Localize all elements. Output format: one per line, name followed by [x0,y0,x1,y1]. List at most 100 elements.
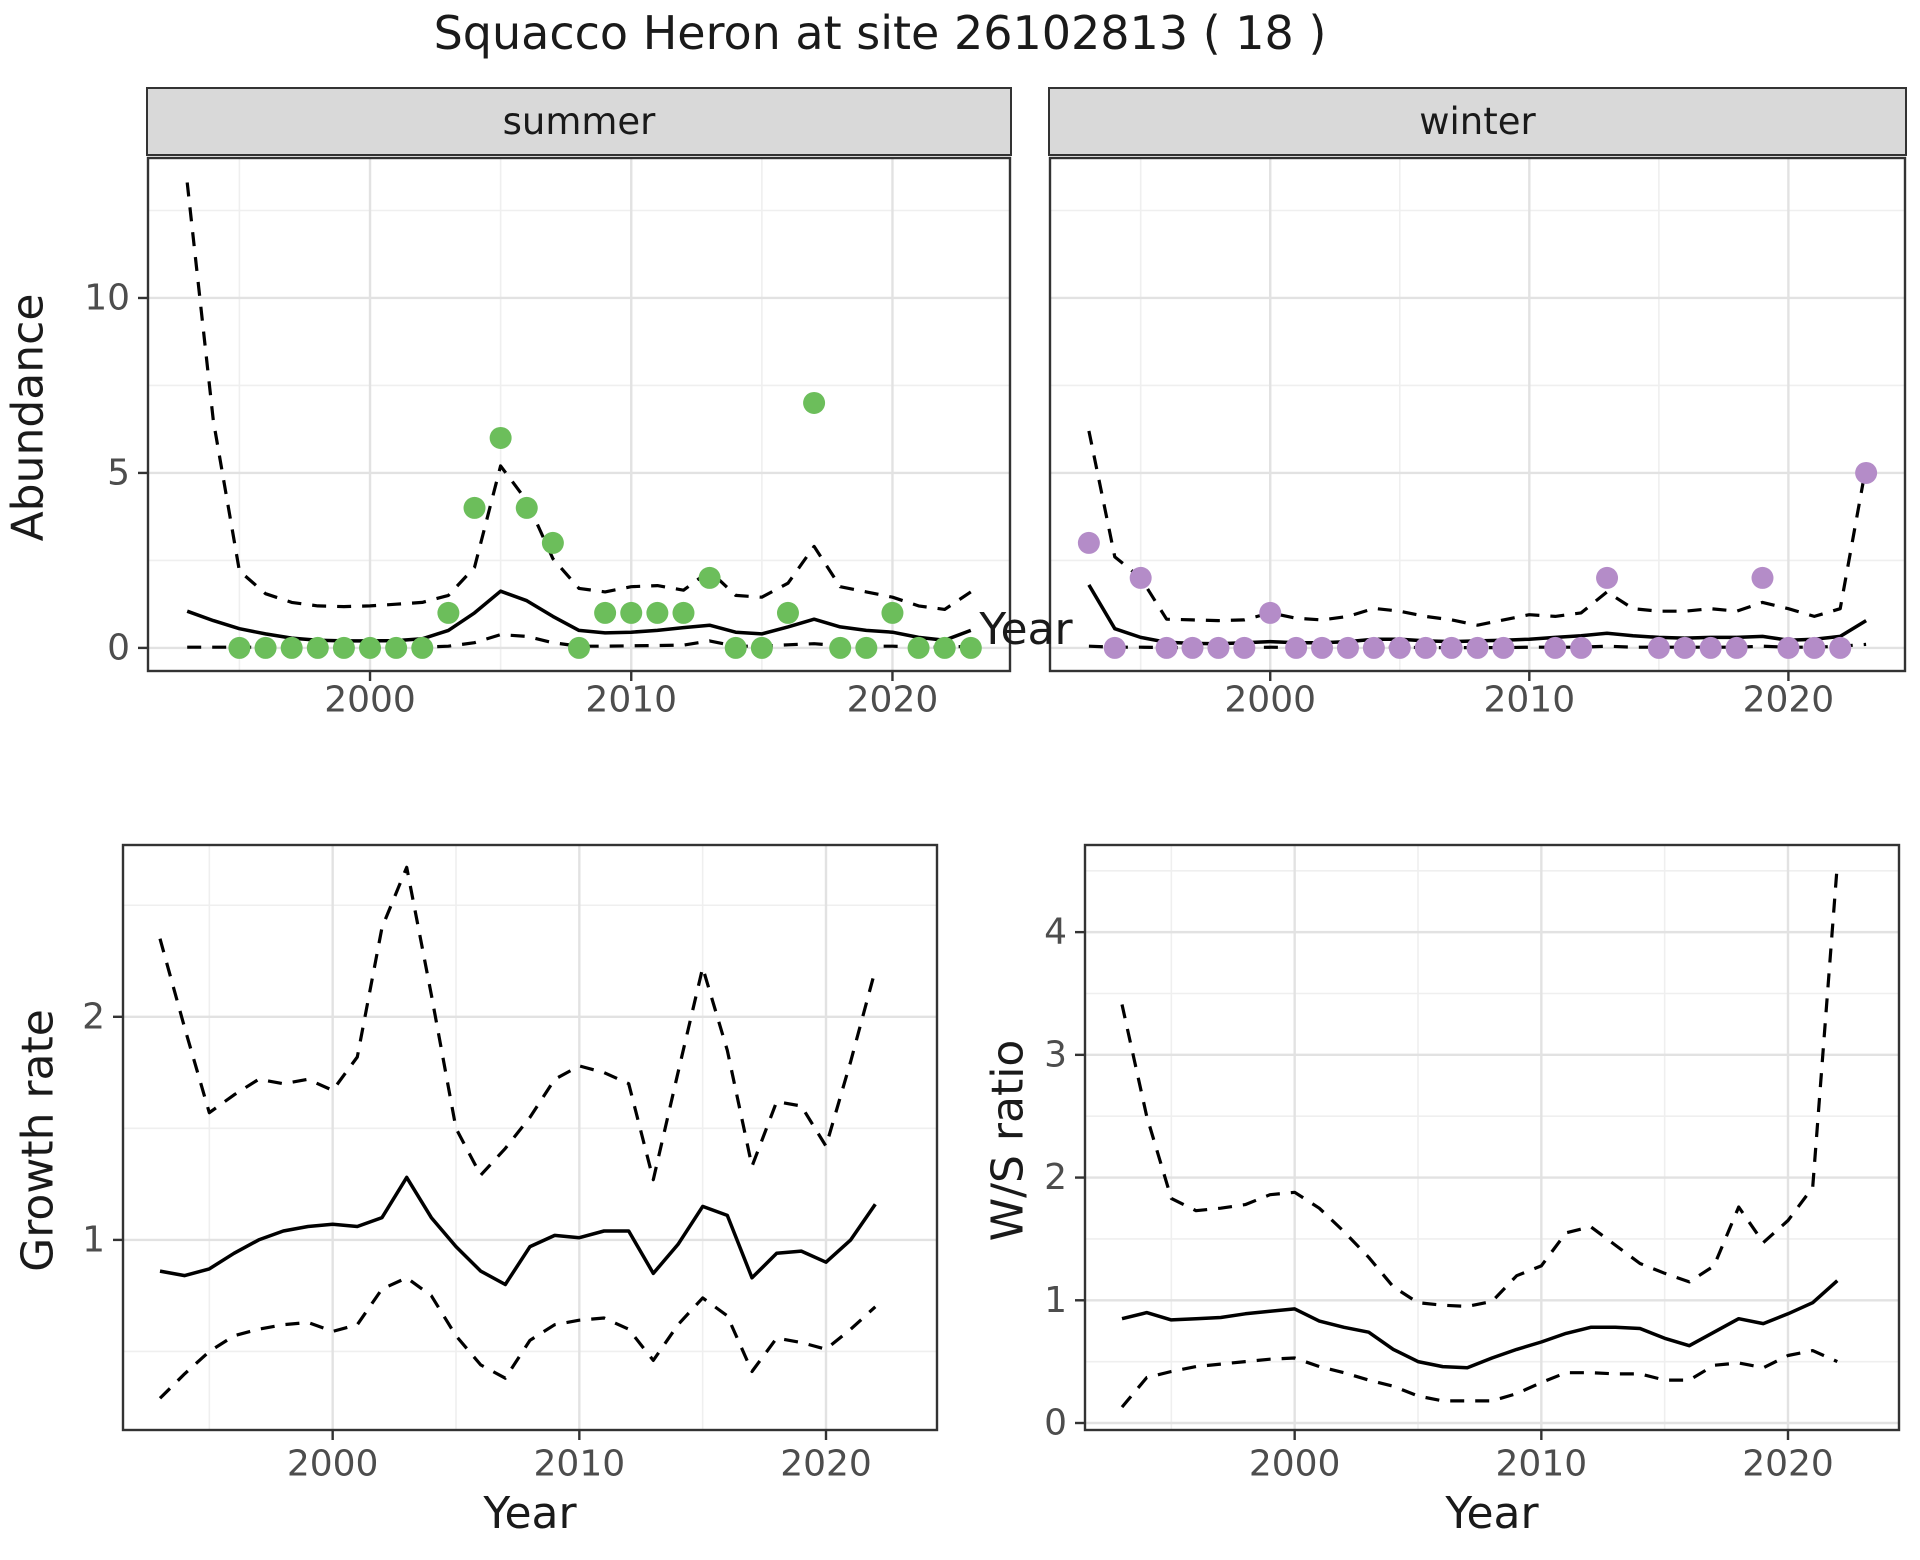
facet-strip-winter-label: winter [1419,100,1536,143]
data-point-abundance_summer [620,601,643,624]
chart-title: Squacco Heron at site 26102813 ( 18 ) [433,6,1327,60]
data-point-abundance_winter [1803,636,1826,659]
y-tick-label: 10 [84,277,130,318]
y-tick-label: 5 [107,452,130,493]
y-tick-label: 2 [1044,1157,1067,1198]
x-tick-label: 2000 [1224,680,1316,721]
x-tick-label: 2010 [534,1444,626,1485]
data-point-abundance_winter [1077,531,1100,554]
data-point-abundance_winter [1129,566,1152,589]
upper_ci-line-abundance_winter [1087,430,1868,627]
data-point-abundance_summer [881,601,904,624]
x-tick-label: 2010 [1484,680,1576,721]
y-tick-label: 1 [82,1219,105,1260]
data-point-abundance_summer [489,426,512,449]
data-point-abundance_winter [1570,636,1593,659]
y-axis-title-abundance: Abundance [2,293,54,542]
y-tick-label: 4 [1044,912,1067,953]
data-point-abundance_summer [672,601,695,624]
lower_ci-line-ws_ratio [1120,1348,1838,1409]
data-point-abundance_summer [280,636,303,659]
data-point-abundance_summer [855,636,878,659]
data-point-abundance_summer [541,531,564,554]
data-point-abundance_summer [907,636,930,659]
data-point-abundance_summer [228,636,251,659]
data-point-abundance_summer [385,636,408,659]
data-point-abundance_winter [1336,636,1359,659]
panel-border-ws_ratio [1083,843,1901,1432]
lower_ci-line-growth_rate [158,1276,877,1400]
data-point-abundance_summer [724,636,747,659]
data-point-abundance_summer [959,636,982,659]
data-point-abundance_winter [1233,636,1256,659]
x-tick-label: 2020 [847,680,939,721]
data-point-abundance_winter [1181,636,1204,659]
data-point-abundance_winter [1311,636,1334,659]
data-point-abundance_summer [359,636,382,659]
facet-strip-summer: summer [146,87,1012,156]
data-point-abundance_winter [1103,636,1126,659]
x-tick-label: 2020 [1743,680,1835,721]
data-point-abundance_summer [698,566,721,589]
data-point-abundance_summer [332,636,355,659]
y-axis-title-ws-ratio: W/S ratio [982,1039,1034,1242]
data-point-abundance_winter [1388,636,1411,659]
data-point-abundance_summer [750,636,773,659]
y-axis-title-growth-rate: Growth rate [12,1009,64,1272]
facet-strip-winter: winter [1048,87,1907,156]
data-point-abundance_winter [1362,636,1385,659]
data-point-abundance_summer [254,636,277,659]
data-point-abundance_summer [463,496,486,519]
x-tick-label: 2000 [324,680,416,721]
panel-border-abundance_winter [1048,156,1907,673]
panel-border-growth_rate [121,843,939,1432]
y-tick-label: 1 [1044,1280,1067,1321]
x-tick-label: 2000 [1249,1444,1341,1485]
data-point-abundance_winter [1673,636,1696,659]
x-tick-label: 2010 [585,680,677,721]
x-tick-label: 2020 [780,1444,872,1485]
data-point-abundance_winter [1699,636,1722,659]
data-point-abundance_winter [1777,636,1800,659]
x-tick-label: 2020 [1742,1444,1834,1485]
data-point-abundance_winter [1647,636,1670,659]
data-point-abundance_winter [1544,636,1567,659]
data-point-abundance_summer [437,601,460,624]
data-point-abundance_summer [776,601,799,624]
data-point-abundance_winter [1207,636,1230,659]
data-point-abundance_summer [306,636,329,659]
data-point-abundance_summer [829,636,852,659]
x-axis-title-year-top: Year [979,604,1073,655]
facet-strip-summer-label: summer [502,100,656,143]
y-tick-label: 0 [1044,1403,1067,1444]
data-point-abundance_winter [1596,566,1619,589]
x-axis-title-year-growth: Year [483,1488,577,1539]
panel-border-abundance_summer [146,156,1012,673]
x-tick-label: 2000 [287,1444,379,1485]
x-axis-title-year-ws: Year [1445,1488,1539,1539]
upper_ci-line-abundance_summer [185,182,972,612]
data-point-abundance_summer [411,636,434,659]
data-point-abundance_winter [1751,566,1774,589]
data-point-abundance_winter [1259,601,1282,624]
data-point-abundance_winter [1155,636,1178,659]
data-point-abundance_summer [515,496,538,519]
upper_ci-line-ws_ratio [1120,864,1839,1309]
data-point-abundance_winter [1466,636,1489,659]
data-point-abundance_winter [1492,636,1515,659]
data-point-abundance_winter [1285,636,1308,659]
data-point-abundance_summer [594,601,617,624]
y-tick-label: 3 [1044,1034,1067,1075]
data-point-abundance_summer [568,636,590,659]
data-point-abundance_winter [1440,636,1463,659]
y-tick-label: 2 [82,996,105,1037]
growth_rate_mean-line-growth_rate [159,1175,877,1287]
ws_ratio_mean-line-ws_ratio [1121,1279,1839,1370]
upper_ci-line-growth_rate [158,865,877,1182]
data-point-abundance_winter [1829,636,1852,659]
data-point-abundance_summer [933,636,956,659]
x-tick-label: 2010 [1496,1444,1588,1485]
data-point-abundance_summer [803,391,826,414]
